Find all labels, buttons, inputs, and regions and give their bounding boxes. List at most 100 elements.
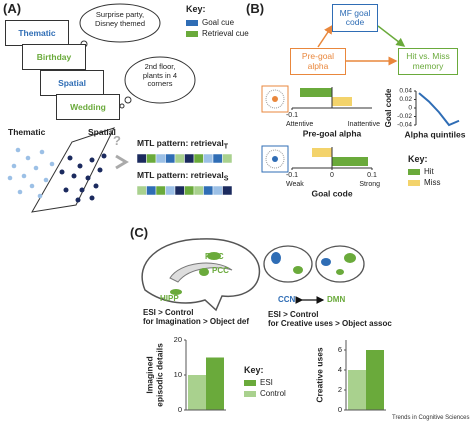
text-line: Disney themed — [94, 18, 146, 28]
pattern-cell — [155, 185, 166, 196]
node: Hit vs. Miss memory — [398, 48, 458, 75]
legend-swatch — [186, 31, 198, 37]
network-blob — [344, 253, 356, 263]
dot-clusters — [7, 147, 107, 203]
pattern-cell — [212, 153, 223, 164]
pattern-bars — [136, 153, 233, 196]
caption: ESI > Control for Creative uses > Object … — [268, 310, 392, 328]
x-axis-label: Alpha quintiles — [405, 129, 466, 139]
bar — [206, 357, 224, 410]
dot — [11, 163, 17, 169]
panel-label: (B) — [246, 1, 265, 16]
pattern-cell — [165, 153, 176, 164]
y-tick-label: 10 — [174, 370, 182, 379]
network-label: DMN — [327, 295, 346, 304]
legend-swatch — [408, 169, 420, 175]
network-blob — [336, 269, 344, 275]
panel-label: (A) — [3, 1, 22, 16]
dot — [77, 163, 83, 169]
dot — [67, 155, 73, 161]
network-blob — [271, 252, 281, 264]
dot — [37, 193, 43, 199]
y-tick-label: 4 — [338, 365, 342, 374]
text-line: 2nd floor, — [144, 62, 176, 71]
arrow — [317, 24, 333, 48]
end-label: Weak — [286, 181, 304, 188]
dot — [39, 149, 45, 155]
y-axis-label: Creative uses — [314, 347, 324, 403]
pattern-cell — [174, 153, 185, 164]
end-label: Strong — [359, 181, 380, 188]
dot — [29, 183, 35, 189]
dot — [85, 175, 91, 181]
dot — [59, 169, 65, 175]
goal-icon-ring — [265, 149, 285, 169]
pattern-cell — [222, 185, 233, 196]
dot — [17, 189, 23, 195]
pattern-cell — [193, 153, 204, 164]
bar — [300, 88, 332, 97]
legend-swatch — [408, 180, 420, 186]
network-blob — [321, 258, 331, 266]
y-tick-label: 6 — [338, 345, 342, 354]
bubble-dot — [124, 96, 132, 104]
footer: Trends in Cognitive Sciences — [392, 415, 470, 421]
legend-label: Miss — [424, 178, 441, 187]
node: Pre-goal alpha — [290, 48, 346, 75]
dot — [33, 165, 39, 171]
network-blob — [293, 266, 303, 274]
pattern-cell — [146, 185, 157, 196]
y-tick-label: 0.02 — [399, 96, 412, 103]
dot — [49, 161, 55, 167]
thought-bubble — [124, 56, 196, 104]
region — [170, 289, 182, 295]
bar — [188, 375, 206, 410]
dot — [93, 183, 99, 189]
legend-label: ESI — [260, 378, 273, 387]
x-tick-label: 0.1 — [367, 172, 377, 179]
pattern-text: MTL pattern: retrieval — [137, 138, 224, 148]
text-line: Surprise party, — [95, 10, 145, 19]
pattern-cell — [184, 153, 195, 164]
text-line: for Imagination > Object def — [143, 317, 250, 327]
goal-icon-dot — [272, 156, 278, 162]
dot — [89, 157, 95, 163]
bar — [332, 97, 352, 106]
pattern-cell — [155, 153, 166, 164]
chart-title: Pre-goal alpha — [303, 128, 362, 138]
card: Spatial — [40, 70, 104, 96]
dot — [101, 153, 107, 159]
brain-outline — [263, 245, 313, 283]
pattern-sub: T — [223, 142, 229, 151]
plane — [31, 127, 115, 213]
text-line: ESI > Control — [143, 308, 194, 317]
y-axis-label: episodic details — [154, 343, 164, 407]
pattern-label: MTL pattern: retrievalS — [137, 170, 229, 183]
y-tick-label: -0.04 — [397, 122, 412, 129]
alpha-icon-dot — [272, 96, 278, 102]
pattern-text: MTL pattern: retrieval — [137, 170, 224, 180]
pattern-label: MTL pattern: retrievalT — [137, 138, 229, 151]
question-mark: ? — [113, 133, 121, 148]
bubble-dot — [119, 103, 125, 109]
region-label: HIPP — [160, 294, 179, 303]
alpha-icon-ring — [265, 89, 285, 109]
bar — [312, 148, 332, 157]
legend-label: Goal cue — [202, 18, 235, 27]
pattern-cell — [136, 185, 147, 196]
dot — [97, 167, 103, 173]
y-tick-label: 20 — [174, 335, 182, 344]
text-line: corners — [147, 79, 173, 89]
bubble-text: Surprise party, Disney themed — [82, 10, 158, 28]
x-tick-label: -0.1 — [286, 112, 298, 119]
dot — [75, 197, 81, 203]
y-tick-label: 0 — [338, 405, 342, 414]
legend-label: Hit — [424, 167, 434, 176]
arrow — [377, 25, 406, 47]
key-title: Key: — [408, 154, 428, 164]
y-tick-label: 0.04 — [399, 88, 412, 95]
pattern-cell — [174, 185, 185, 196]
text-line: ESI > Control — [268, 310, 319, 319]
bubble-text: 2nd floor, plants in 4 corners — [125, 62, 195, 89]
